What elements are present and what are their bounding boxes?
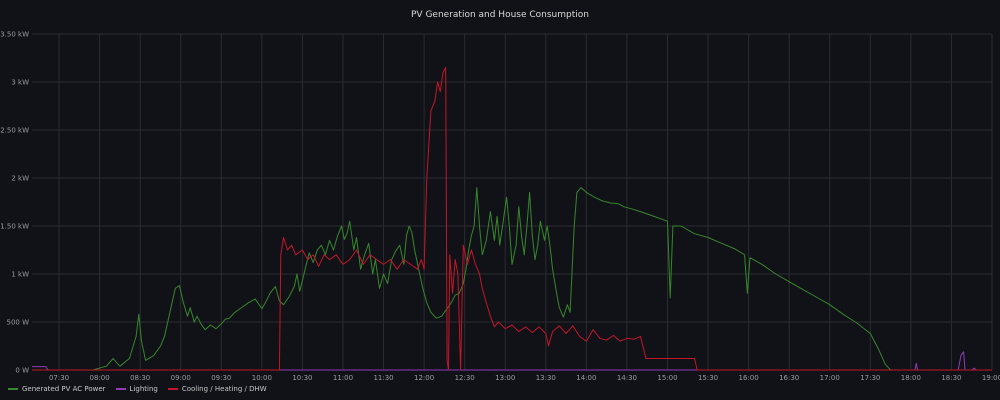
x-tick-label: 19:00 bbox=[982, 374, 1000, 382]
legend-swatch bbox=[8, 388, 18, 390]
x-tick-label: 09:30 bbox=[211, 374, 231, 382]
legend-item[interactable]: Generated PV AC Power bbox=[8, 385, 106, 393]
y-tick-label: 3 kW bbox=[11, 79, 29, 87]
x-tick-label: 07:30 bbox=[49, 374, 69, 382]
x-tick-label: 11:00 bbox=[333, 374, 353, 382]
x-tick-label: 14:00 bbox=[576, 374, 596, 382]
legend-swatch bbox=[167, 388, 178, 390]
y-tick-label: 2 kW bbox=[11, 175, 29, 183]
legend-item[interactable]: Cooling / Heating / DHW bbox=[167, 385, 267, 393]
chart-title: PV Generation and House Consumption bbox=[411, 10, 589, 20]
x-tick-label: 10:30 bbox=[292, 374, 312, 382]
series-line-0 bbox=[32, 187, 992, 371]
x-tick-label: 17:00 bbox=[820, 374, 840, 382]
legend-label: Lighting bbox=[129, 385, 158, 393]
x-tick-label: 09:00 bbox=[171, 374, 191, 382]
y-tick-label: 1 kW bbox=[11, 271, 29, 279]
series-line-1 bbox=[32, 351, 992, 371]
x-tick-label: 16:00 bbox=[739, 374, 759, 382]
y-tick-label: 0 W bbox=[15, 367, 29, 375]
y-tick-label: 1.50 kW bbox=[0, 223, 29, 231]
grid-lines bbox=[32, 33, 993, 371]
series-line-2 bbox=[32, 67, 992, 371]
x-tick-label: 18:00 bbox=[901, 374, 921, 382]
x-tick-label: 16:30 bbox=[779, 374, 799, 382]
legend-label: Cooling / Heating / DHW bbox=[181, 385, 267, 393]
x-tick-label: 11:30 bbox=[373, 374, 393, 382]
legend-item[interactable]: Lighting bbox=[115, 385, 158, 393]
x-tick-label: 15:30 bbox=[698, 374, 718, 382]
x-tick-label: 12:30 bbox=[455, 374, 475, 382]
legend-swatch bbox=[115, 388, 126, 390]
y-tick-label: 500 W bbox=[6, 319, 29, 327]
x-tick-label: 14:30 bbox=[617, 374, 637, 382]
x-tick-label: 13:00 bbox=[495, 374, 515, 382]
x-tick-label: 17:30 bbox=[860, 374, 880, 382]
x-tick-label: 18:30 bbox=[941, 374, 961, 382]
legend: Generated PV AC Power Lighting Cooling / H… bbox=[8, 385, 267, 393]
legend-label: Generated PV AC Power bbox=[22, 385, 106, 393]
x-tick-label: 10:00 bbox=[252, 374, 272, 382]
x-tick-label: 15:00 bbox=[657, 374, 677, 382]
y-tick-label: 2.50 kW bbox=[0, 127, 29, 135]
x-tick-label: 08:00 bbox=[90, 374, 110, 382]
y-axis: 0 W 500 W 1 kW 1.50 kW 2 kW 2.50 kW 3 kW 3.50 k… bbox=[0, 31, 29, 375]
x-tick-label: 12:00 bbox=[414, 374, 434, 382]
x-tick-label: 08:30 bbox=[130, 374, 150, 382]
y-tick-label: 3.50 kW bbox=[0, 31, 29, 39]
series-lines bbox=[32, 67, 992, 371]
x-tick-label: 13:30 bbox=[536, 374, 556, 382]
x-axis: 07:30 08:00 08:30 09:00 09:30 10:00 10:30 11:00… bbox=[49, 374, 1000, 382]
